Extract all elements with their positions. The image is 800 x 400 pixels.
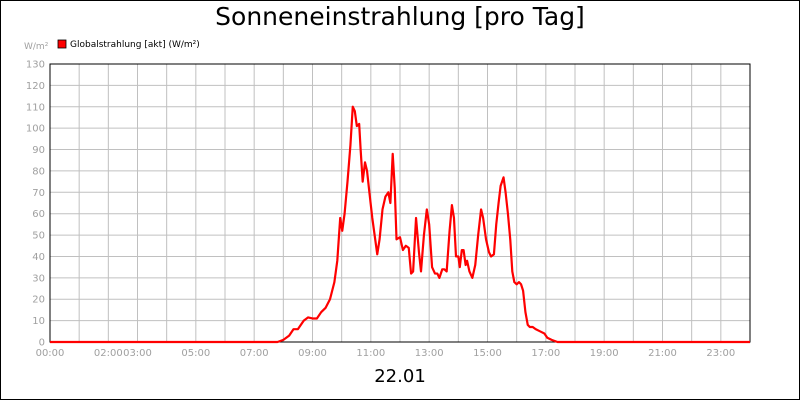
axis-tick-labels: 0 10 20 30 40 50 60 70 80 90 100 110 120 130 00:00 02:0… bbox=[26, 60, 735, 360]
grid-lines bbox=[49, 63, 751, 343]
chart-title: Sonneneinstrahlung [pro Tag] bbox=[215, 2, 585, 31]
x-tick-label: 13:00 bbox=[415, 348, 444, 359]
x-tick-label: 23:00 bbox=[706, 348, 735, 359]
y-tick-label: 0 bbox=[39, 338, 45, 349]
y-tick-label: 90 bbox=[32, 145, 45, 156]
legend-swatch bbox=[57, 39, 67, 49]
y-tick-label: 30 bbox=[32, 273, 45, 284]
x-tick-label: 17:00 bbox=[531, 348, 560, 359]
x-tick-label: 07:00 bbox=[240, 348, 269, 359]
y-tick-label: 40 bbox=[32, 252, 45, 263]
x-tick-label: 09:00 bbox=[298, 348, 327, 359]
y-axis-unit-label: W/m² bbox=[24, 42, 49, 52]
y-tick-label: 110 bbox=[26, 102, 45, 113]
y-tick-label: 20 bbox=[32, 295, 45, 306]
plot-area-border bbox=[49, 63, 751, 343]
y-tick-label: 100 bbox=[26, 124, 45, 135]
y-tick-label: 50 bbox=[32, 231, 45, 242]
series-line-0 bbox=[50, 105, 750, 344]
legend: Globalstrahlung [akt] (W/m²) bbox=[57, 39, 200, 50]
x-tick-label: 21:00 bbox=[648, 348, 677, 359]
x-tick-label: 11:00 bbox=[356, 348, 385, 359]
x-tick-label: 03:00 bbox=[123, 348, 152, 359]
x-tick-label: 00:00 bbox=[36, 348, 65, 359]
y-tick-label: 130 bbox=[26, 60, 45, 71]
series-layer bbox=[50, 105, 750, 344]
x-tick-label: 19:00 bbox=[590, 348, 619, 359]
x-tick-label: 05:00 bbox=[181, 348, 210, 359]
y-tick-label: 60 bbox=[32, 209, 45, 220]
legend-label: Globalstrahlung [akt] (W/m²) bbox=[70, 40, 200, 50]
y-tick-label: 70 bbox=[32, 188, 45, 199]
y-tick-label: 120 bbox=[26, 81, 45, 92]
date-label: 22.01 bbox=[374, 366, 426, 387]
x-tick-label: 02:00 bbox=[94, 348, 123, 359]
x-tick-label: 15:00 bbox=[473, 348, 502, 359]
y-tick-label: 80 bbox=[32, 166, 45, 177]
y-tick-label: 10 bbox=[32, 316, 45, 327]
